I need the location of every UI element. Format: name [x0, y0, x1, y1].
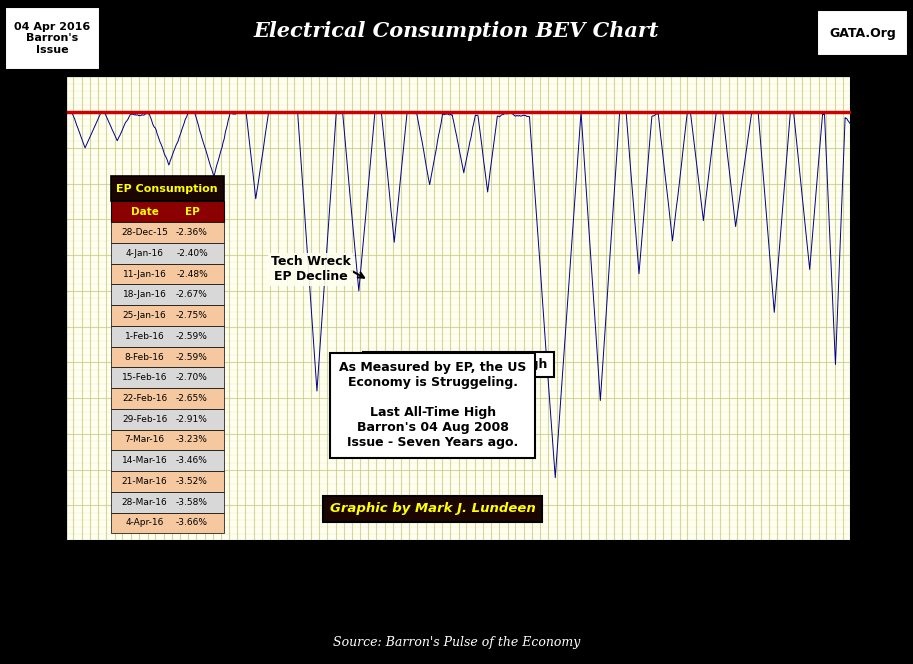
Text: 1-Feb-16: 1-Feb-16 — [125, 332, 164, 341]
Text: -2.36%: -2.36% — [176, 228, 208, 237]
Bar — [110, 243, 224, 264]
Text: 8-Feb-16: 8-Feb-16 — [125, 353, 164, 361]
Text: 4-Jan-16: 4-Jan-16 — [126, 249, 163, 258]
Bar — [110, 367, 224, 388]
Text: -3.58%: -3.58% — [176, 498, 208, 507]
Text: EP: EP — [184, 207, 199, 217]
Bar — [110, 430, 224, 450]
Text: 15-Feb-16: 15-Feb-16 — [122, 373, 167, 382]
Text: -3.52%: -3.52% — [176, 477, 208, 486]
Text: -2.40%: -2.40% — [176, 249, 208, 258]
Text: -2.67%: -2.67% — [176, 290, 208, 299]
Bar — [110, 176, 224, 201]
Text: As Measured by EP, the US
Economy is Struggeling.

Last All-Time High
Barron's 0: As Measured by EP, the US Economy is Str… — [340, 361, 527, 450]
Text: -2.48%: -2.48% — [176, 270, 208, 279]
Text: -2.91%: -2.91% — [176, 415, 208, 424]
Text: -3.46%: -3.46% — [176, 456, 208, 465]
Text: Zero = New All-Time High: Zero = New All-Time High — [369, 358, 548, 371]
Bar — [110, 450, 224, 471]
Bar — [110, 388, 224, 409]
Text: 14-Mar-16: 14-Mar-16 — [121, 456, 167, 465]
Text: 28-Mar-16: 28-Mar-16 — [121, 498, 167, 507]
Text: Source: Barron's Pulse of the Economy: Source: Barron's Pulse of the Economy — [333, 636, 580, 649]
Bar — [110, 492, 224, 513]
Text: -3.23%: -3.23% — [176, 436, 208, 444]
Text: 18-Jan-16: 18-Jan-16 — [122, 290, 166, 299]
Bar — [110, 326, 224, 347]
Text: GATA.Org: GATA.Org — [829, 27, 897, 40]
Text: Graphic by Mark J. Lundeen: Graphic by Mark J. Lundeen — [330, 503, 536, 515]
Bar — [110, 305, 224, 326]
Bar — [110, 347, 224, 367]
Bar — [110, 201, 224, 222]
Text: Tech Wreck
EP Decline: Tech Wreck EP Decline — [270, 256, 351, 284]
Bar — [110, 222, 224, 243]
Bar — [110, 264, 224, 284]
Text: 4-Apr-16: 4-Apr-16 — [125, 519, 163, 527]
Text: 11-Jan-16: 11-Jan-16 — [122, 270, 166, 279]
Text: -2.75%: -2.75% — [176, 311, 208, 320]
Bar — [110, 284, 224, 305]
Text: 25-Jan-16: 25-Jan-16 — [122, 311, 166, 320]
Text: 21-Mar-16: 21-Mar-16 — [121, 477, 167, 486]
Text: 29-Feb-16: 29-Feb-16 — [122, 415, 167, 424]
Text: Electrical Consumption BEV Chart: Electrical Consumption BEV Chart — [254, 21, 659, 41]
Text: Date: Date — [131, 207, 159, 217]
Bar — [110, 409, 224, 430]
Text: -2.59%: -2.59% — [176, 353, 208, 361]
Text: -3.66%: -3.66% — [176, 519, 208, 527]
Bar — [110, 513, 224, 533]
Text: 28-Dec-15: 28-Dec-15 — [121, 228, 168, 237]
Text: -2.59%: -2.59% — [176, 332, 208, 341]
Text: EP Consumption: EP Consumption — [116, 184, 218, 194]
Bar — [110, 471, 224, 492]
Text: 22-Feb-16: 22-Feb-16 — [122, 394, 167, 403]
Text: 7-Mar-16: 7-Mar-16 — [124, 436, 164, 444]
Text: 04 Apr 2016
Barron's
Issue: 04 Apr 2016 Barron's Issue — [15, 21, 90, 55]
Text: -2.65%: -2.65% — [176, 394, 208, 403]
Text: -2.70%: -2.70% — [176, 373, 208, 382]
